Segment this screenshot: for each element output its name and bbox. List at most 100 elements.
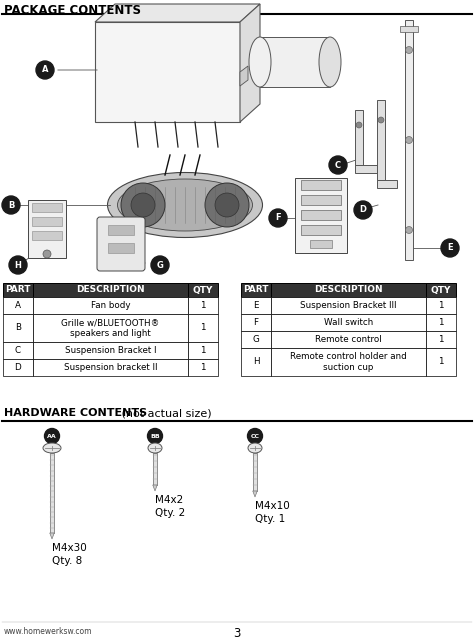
Bar: [32, 231, 62, 240]
Bar: [33, 283, 188, 297]
Bar: [188, 283, 218, 297]
Bar: [253, 453, 257, 491]
Bar: [377, 100, 385, 180]
Bar: [271, 314, 426, 331]
Text: Wall switch: Wall switch: [324, 318, 373, 327]
Bar: [33, 297, 188, 314]
Bar: [301, 195, 341, 205]
Bar: [400, 26, 418, 32]
Bar: [355, 165, 377, 173]
Bar: [355, 110, 363, 165]
Circle shape: [2, 196, 20, 214]
Text: Qty. 1: Qty. 1: [255, 514, 285, 524]
Circle shape: [405, 227, 412, 234]
Text: DESCRIPTION: DESCRIPTION: [314, 285, 383, 294]
Text: 1: 1: [200, 301, 206, 310]
Bar: [33, 314, 188, 342]
Text: PART: PART: [5, 285, 31, 294]
Text: D: D: [15, 363, 21, 372]
Text: F: F: [275, 213, 281, 222]
Text: G: G: [253, 335, 259, 344]
Bar: [241, 331, 271, 348]
Bar: [32, 217, 62, 226]
Text: B: B: [15, 324, 21, 333]
Text: A: A: [42, 66, 48, 75]
Text: D: D: [359, 206, 366, 215]
Text: Suspension Bracket III: Suspension Bracket III: [300, 301, 397, 310]
Bar: [50, 453, 54, 533]
Bar: [3, 359, 33, 376]
Ellipse shape: [248, 443, 262, 453]
Text: M4x30: M4x30: [52, 543, 87, 553]
Bar: [188, 359, 218, 376]
Polygon shape: [95, 4, 260, 22]
Bar: [108, 225, 134, 235]
Circle shape: [151, 256, 169, 274]
Text: Qty. 8: Qty. 8: [52, 556, 82, 566]
Bar: [426, 297, 456, 314]
Bar: [3, 314, 33, 342]
Text: Qty. 2: Qty. 2: [155, 508, 185, 518]
Circle shape: [36, 61, 54, 79]
Bar: [241, 348, 271, 376]
Bar: [426, 331, 456, 348]
Text: E: E: [253, 301, 259, 310]
Ellipse shape: [43, 443, 61, 453]
Circle shape: [405, 47, 412, 54]
Circle shape: [354, 201, 372, 219]
Bar: [33, 342, 188, 359]
Ellipse shape: [319, 37, 341, 87]
Text: QTY: QTY: [431, 285, 451, 294]
Text: CC: CC: [250, 434, 259, 438]
Circle shape: [329, 156, 347, 174]
Bar: [426, 283, 456, 297]
Text: PART: PART: [243, 285, 269, 294]
Bar: [3, 283, 33, 297]
Bar: [301, 225, 341, 235]
Bar: [3, 342, 33, 359]
Text: Remote control holder and
suction cup: Remote control holder and suction cup: [290, 352, 407, 372]
Text: H: H: [15, 261, 21, 269]
Bar: [153, 453, 157, 485]
Text: F: F: [254, 318, 258, 327]
Bar: [271, 297, 426, 314]
Text: B: B: [8, 201, 14, 210]
Circle shape: [121, 183, 165, 227]
Circle shape: [215, 193, 239, 217]
Text: Fan body: Fan body: [91, 301, 130, 310]
Text: C: C: [335, 161, 341, 169]
Bar: [426, 348, 456, 376]
Text: 1: 1: [438, 318, 444, 327]
Bar: [241, 314, 271, 331]
Bar: [32, 203, 62, 212]
Text: M4x2: M4x2: [155, 495, 183, 505]
Circle shape: [147, 429, 163, 443]
Bar: [95, 22, 240, 122]
Ellipse shape: [108, 173, 263, 238]
Text: BB: BB: [150, 434, 160, 438]
Polygon shape: [50, 533, 54, 539]
Bar: [295, 178, 347, 253]
Bar: [377, 180, 397, 188]
Circle shape: [43, 250, 51, 258]
Bar: [3, 297, 33, 314]
Bar: [301, 210, 341, 220]
Text: HARDWARE CONTENTS: HARDWARE CONTENTS: [4, 408, 147, 418]
Bar: [241, 283, 271, 297]
Circle shape: [441, 239, 459, 257]
Circle shape: [378, 117, 384, 123]
Text: G: G: [156, 261, 164, 269]
Bar: [310, 240, 332, 248]
Text: 1: 1: [438, 335, 444, 344]
Text: Grille w/BLUETOOTH®
speakers and light: Grille w/BLUETOOTH® speakers and light: [61, 318, 160, 338]
Circle shape: [405, 136, 412, 143]
Ellipse shape: [148, 443, 162, 453]
Text: Suspension Bracket I: Suspension Bracket I: [65, 346, 156, 355]
Text: A: A: [15, 301, 21, 310]
Text: www.homewerksw.com: www.homewerksw.com: [4, 627, 92, 636]
Text: QTY: QTY: [193, 285, 213, 294]
Circle shape: [356, 122, 362, 128]
Ellipse shape: [118, 179, 253, 231]
Text: (not actual size): (not actual size): [118, 408, 211, 418]
Circle shape: [45, 429, 60, 443]
